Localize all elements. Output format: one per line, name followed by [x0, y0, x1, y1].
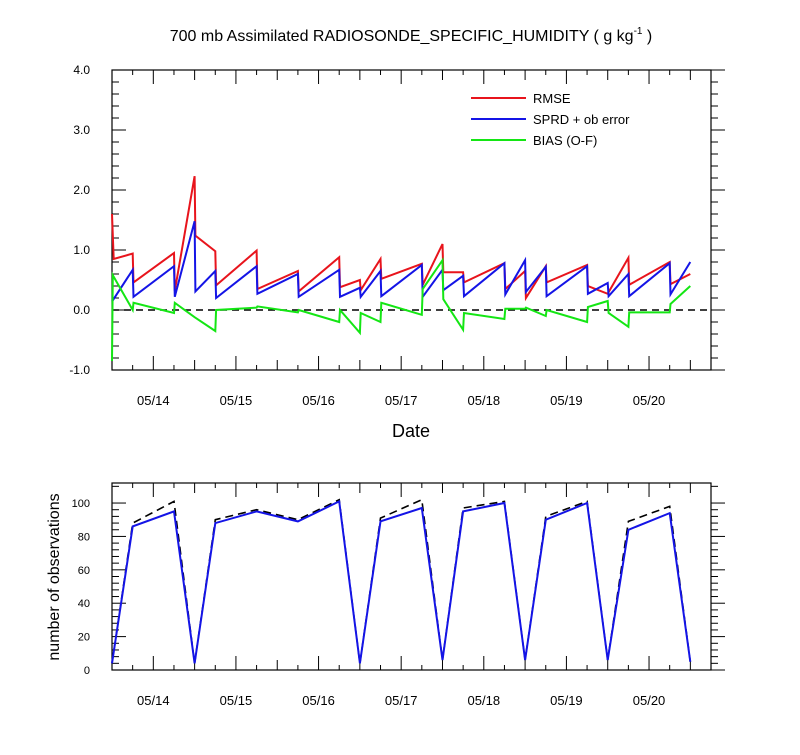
x-tick-label: 05/19 — [550, 693, 583, 708]
y-axis-label-bottom: number of observations — [46, 493, 63, 660]
x-tick-label: 05/16 — [302, 393, 335, 408]
chart-title: 700 mb Assimilated RADIOSONDE_SPECIFIC_H… — [170, 26, 653, 45]
x-tick-label: 05/18 — [468, 393, 501, 408]
y-tick-label: -1.0 — [69, 363, 90, 377]
y-tick-label: 0.0 — [73, 303, 90, 317]
y-tick-label: 2.0 — [73, 183, 90, 197]
series-line-sprd-ob-error — [111, 220, 692, 303]
y-tick-label: 100 — [72, 498, 90, 510]
y-tick-label: 3.0 — [73, 123, 90, 137]
y-tick-label: 60 — [78, 565, 90, 577]
y-tick-label: 40 — [78, 598, 90, 610]
legend-label: RMSE — [533, 91, 571, 106]
legend-label: BIAS (O-F) — [533, 133, 597, 148]
legend-label: SPRD + ob error — [533, 112, 630, 127]
x-tick-label: 05/19 — [550, 393, 583, 408]
x-tick-label: 05/17 — [385, 693, 418, 708]
series-line-assimilated-observations — [111, 499, 692, 664]
x-tick-label: 05/20 — [633, 393, 666, 408]
bottom-plot: 0 20 40 60 80 100 05/14 05/15 05/16 05/17 05/18 05/… — [72, 482, 725, 708]
y-tick-label: 0 — [84, 665, 90, 677]
top-plot: -1.0 0.0 1.0 2.0 3.0 4.0 05/14 05/15 05/16 05/17 0… — [69, 63, 725, 408]
y-tick-label: 1.0 — [73, 243, 90, 257]
x-axis-label: Date — [392, 421, 430, 441]
x-tick-label: 05/17 — [385, 393, 418, 408]
x-tick-label: 05/14 — [137, 693, 170, 708]
x-tick-label: 05/14 — [137, 393, 170, 408]
y-tick-label: 20 — [78, 632, 90, 644]
x-tick-label: 05/20 — [633, 693, 666, 708]
x-tick-label: 05/16 — [302, 693, 335, 708]
chart-title-superscript: -1 — [634, 26, 643, 37]
y-tick-label: 4.0 — [73, 63, 90, 77]
x-tick-label: 05/15 — [220, 393, 253, 408]
x-tick-label: 05/15 — [220, 693, 253, 708]
x-tick-label: 05/18 — [468, 693, 501, 708]
y-tick-label: 80 — [78, 531, 90, 543]
chart-title-main: 700 mb Assimilated RADIOSONDE_SPECIFIC_H… — [170, 28, 634, 45]
chart-title-close: ) — [642, 28, 652, 45]
series-line-bias-o-f — [111, 257, 691, 362]
